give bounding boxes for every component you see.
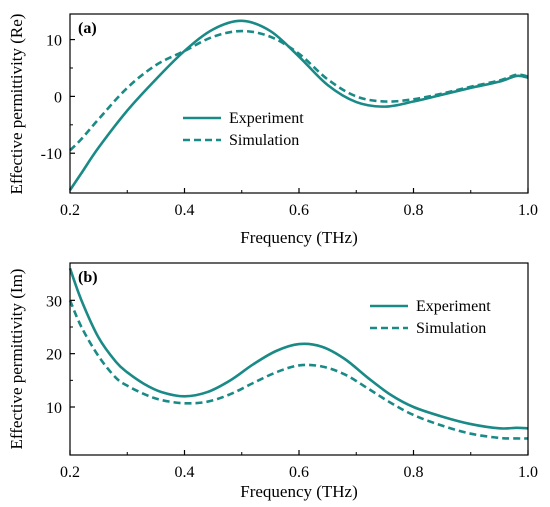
series-line-experiment <box>68 267 529 430</box>
y-tick-label: 10 <box>46 400 62 417</box>
series-line-simulation <box>68 299 529 440</box>
y-tick-label: 30 <box>46 293 62 310</box>
x-tick-label: 1.0 <box>518 464 538 481</box>
x-tick-label: 0.4 <box>175 202 195 219</box>
plot-frame <box>69 262 529 456</box>
panel-label: (b) <box>78 269 98 286</box>
legend-label-experiment: Experiment <box>416 298 491 315</box>
y-tick-label: 10 <box>46 33 62 50</box>
x-tick-label: 1.0 <box>518 202 538 219</box>
x-axis-label: Frequency (THz) <box>240 482 358 501</box>
series-line-experiment <box>68 19 529 191</box>
legend-label-simulation: Simulation <box>416 320 486 337</box>
x-tick-label: 0.2 <box>60 202 80 219</box>
x-tick-label: 0.4 <box>175 464 195 481</box>
x-tick-label: 0.6 <box>289 202 309 219</box>
panel-b: 0.2 0.4 0.6 0.8 1.0 10 20 30 Frequency (THz) Effe… <box>7 262 538 501</box>
plot-frame <box>69 13 529 194</box>
y-tick-label: 0 <box>54 89 62 106</box>
x-tick-label: 0.2 <box>60 464 80 481</box>
series-line-simulation <box>69 29 529 152</box>
y-tick-label: 20 <box>46 347 62 364</box>
y-axis-label: Effective permittivity (Im) <box>7 269 26 450</box>
panel-label: (a) <box>78 20 97 37</box>
x-tick-label: 0.6 <box>289 464 309 481</box>
x-axis-label: Frequency (THz) <box>240 228 358 247</box>
y-tick-label: -10 <box>41 146 62 163</box>
x-tick-label: 0.8 <box>404 464 424 481</box>
legend-label-simulation: Simulation <box>229 132 299 149</box>
panel-a: 0.2 0.4 0.6 0.8 1.0 -10 0 10 Frequency (THz) Effe… <box>7 13 538 247</box>
x-tick-label: 0.8 <box>404 202 424 219</box>
legend-label-experiment: Experiment <box>229 110 304 127</box>
y-axis-label: Effective permittivity (Re) <box>7 14 26 195</box>
